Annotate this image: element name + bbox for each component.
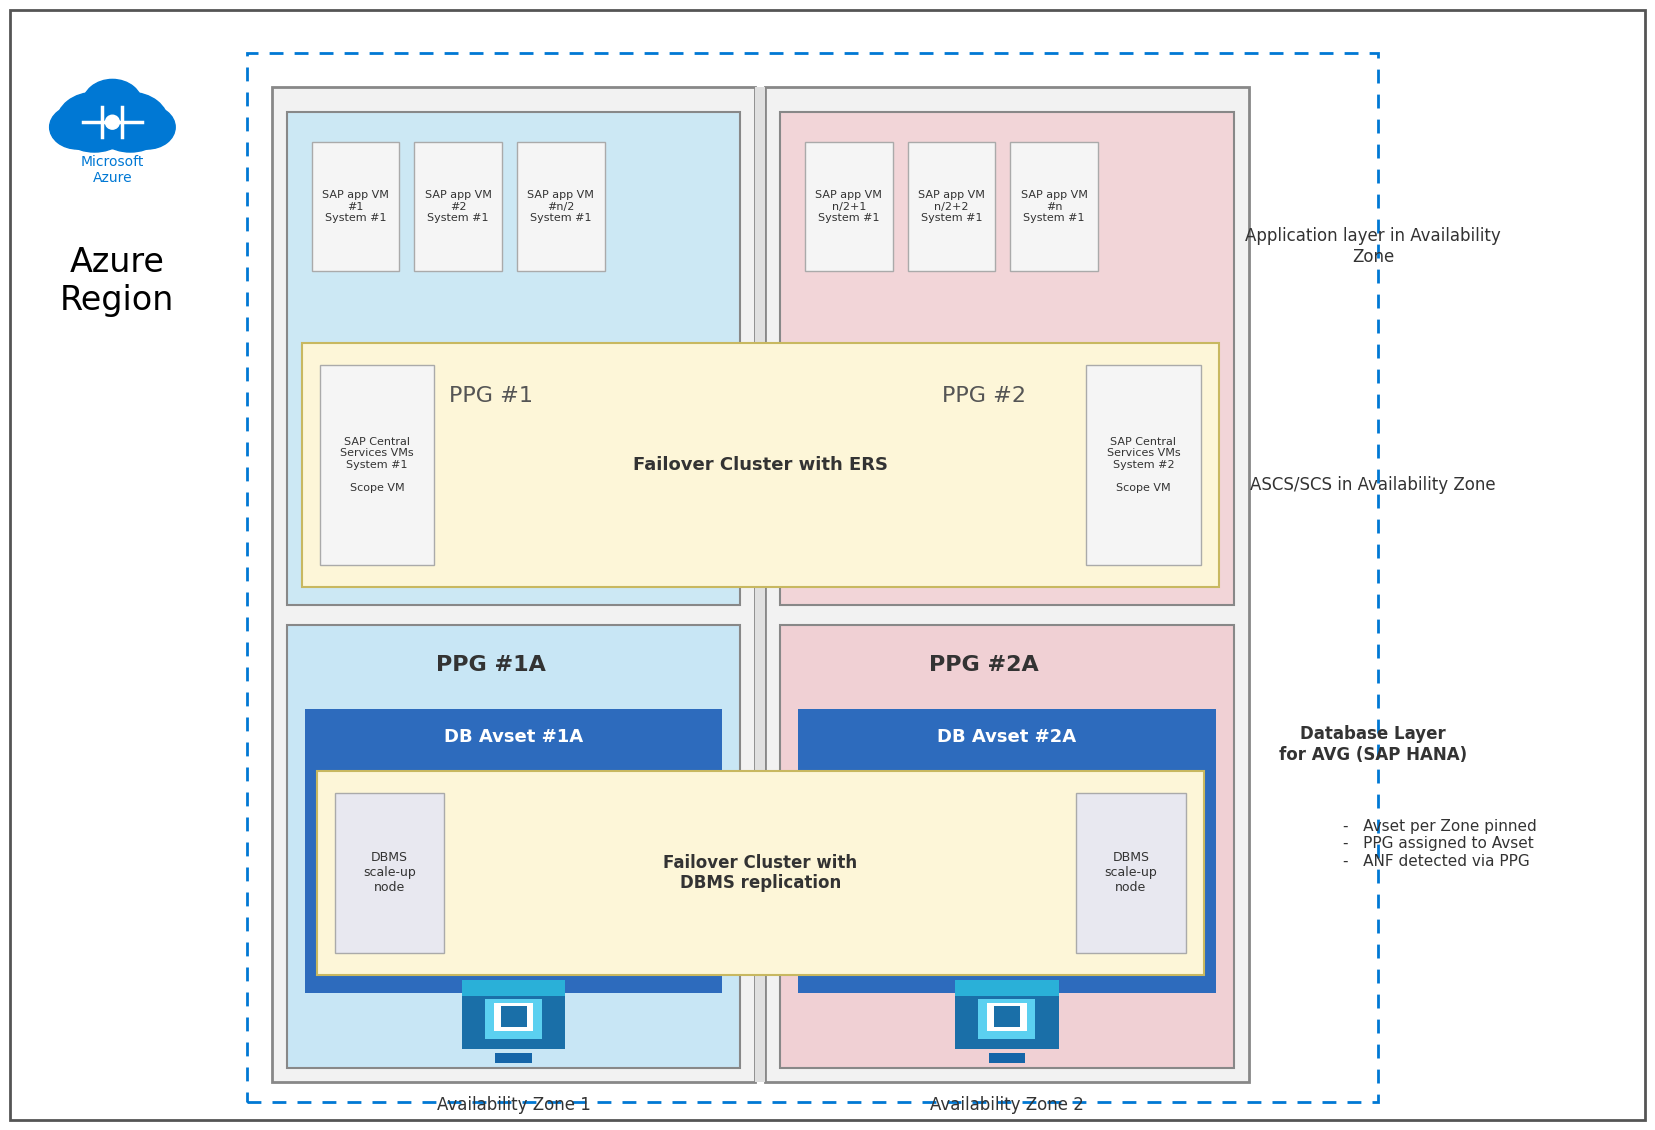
Bar [978,999,1036,1040]
Text: DB Avset #1A: DB Avset #1A [444,728,583,746]
Text: PPG #1: PPG #1 [449,385,533,406]
Text: SAP app VM
n/2+1
System #1: SAP app VM n/2+1 System #1 [816,190,882,224]
Text: ASCS/SCS in Availability Zone: ASCS/SCS in Availability Zone [1250,477,1496,495]
Bar [1011,142,1097,271]
Bar [414,142,501,271]
Text: Availability Zone 2: Availability Zone 2 [930,1096,1084,1114]
Bar [986,1002,1026,1032]
Bar [334,793,444,953]
Bar [286,112,740,605]
Text: SAP Central
Services VMs
System #2

Scope VM: SAP Central Services VMs System #2 Scope… [1107,437,1180,493]
Bar [319,365,434,565]
Text: DBMS
scale-up
node: DBMS scale-up node [1104,852,1157,895]
Bar [462,980,566,997]
Bar [780,625,1233,1068]
Bar [316,771,1203,975]
Text: Application layer in Availability
Zone: Application layer in Availability Zone [1245,227,1501,266]
Bar [907,142,995,271]
Text: DBMS
scale-up
node: DBMS scale-up node [362,852,415,895]
Text: Microsoft
Azure: Microsoft Azure [81,155,144,185]
Bar [780,112,1233,605]
Bar [955,980,1059,1049]
Text: SAP app VM
#2
System #1: SAP app VM #2 System #1 [425,190,492,224]
Bar [516,142,604,271]
Bar [500,1007,526,1026]
Bar [286,625,740,1068]
Bar [955,980,1059,997]
Text: Database Layer
for AVG (SAP HANA): Database Layer for AVG (SAP HANA) [1279,724,1468,764]
Bar [804,142,892,271]
Text: SAP app VM
n/2+2
System #1: SAP app VM n/2+2 System #1 [919,190,985,224]
Bar [1076,793,1185,953]
Bar [493,1002,533,1032]
Text: SAP Central
Services VMs
System #1

Scope VM: SAP Central Services VMs System #1 Scope… [341,437,414,493]
Bar [995,1007,1019,1026]
Bar [988,1053,1024,1063]
Ellipse shape [50,105,106,149]
Text: SAP app VM
#n/2
System #1: SAP app VM #n/2 System #1 [528,190,594,224]
Text: Failover Cluster with ERS: Failover Cluster with ERS [632,457,887,473]
Bar [765,87,1248,1083]
Bar [495,1053,531,1063]
Text: Failover Cluster with
DBMS replication: Failover Cluster with DBMS replication [664,853,857,893]
Ellipse shape [93,93,169,153]
Bar [305,710,722,993]
Text: PPG #2: PPG #2 [942,385,1026,406]
Bar [798,710,1216,993]
Text: PPG #2A: PPG #2A [930,654,1039,675]
Text: Azure
Region: Azure Region [60,246,174,318]
Text: PPG #1A: PPG #1A [435,654,546,675]
Bar [301,344,1218,586]
Text: Availability Zone 1: Availability Zone 1 [437,1096,591,1114]
Bar [311,142,399,271]
Circle shape [106,115,119,129]
Text: SAP app VM
#n
System #1: SAP app VM #n System #1 [1021,190,1087,224]
Bar [247,52,1379,1103]
Ellipse shape [119,105,175,149]
Bar [1086,365,1202,565]
Ellipse shape [83,79,142,129]
Bar [755,87,765,1083]
Bar [462,980,566,1049]
Ellipse shape [56,93,132,153]
Bar [271,87,755,1083]
Text: SAP app VM
#1
System #1: SAP app VM #1 System #1 [323,190,389,224]
Bar [485,999,543,1040]
Text: DB Avset #2A: DB Avset #2A [937,728,1076,746]
Text: -   Avset per Zone pinned
-   PPG assigned to Avset
-   ANF detected via PPG: - Avset per Zone pinned - PPG assigned t… [1344,819,1537,869]
